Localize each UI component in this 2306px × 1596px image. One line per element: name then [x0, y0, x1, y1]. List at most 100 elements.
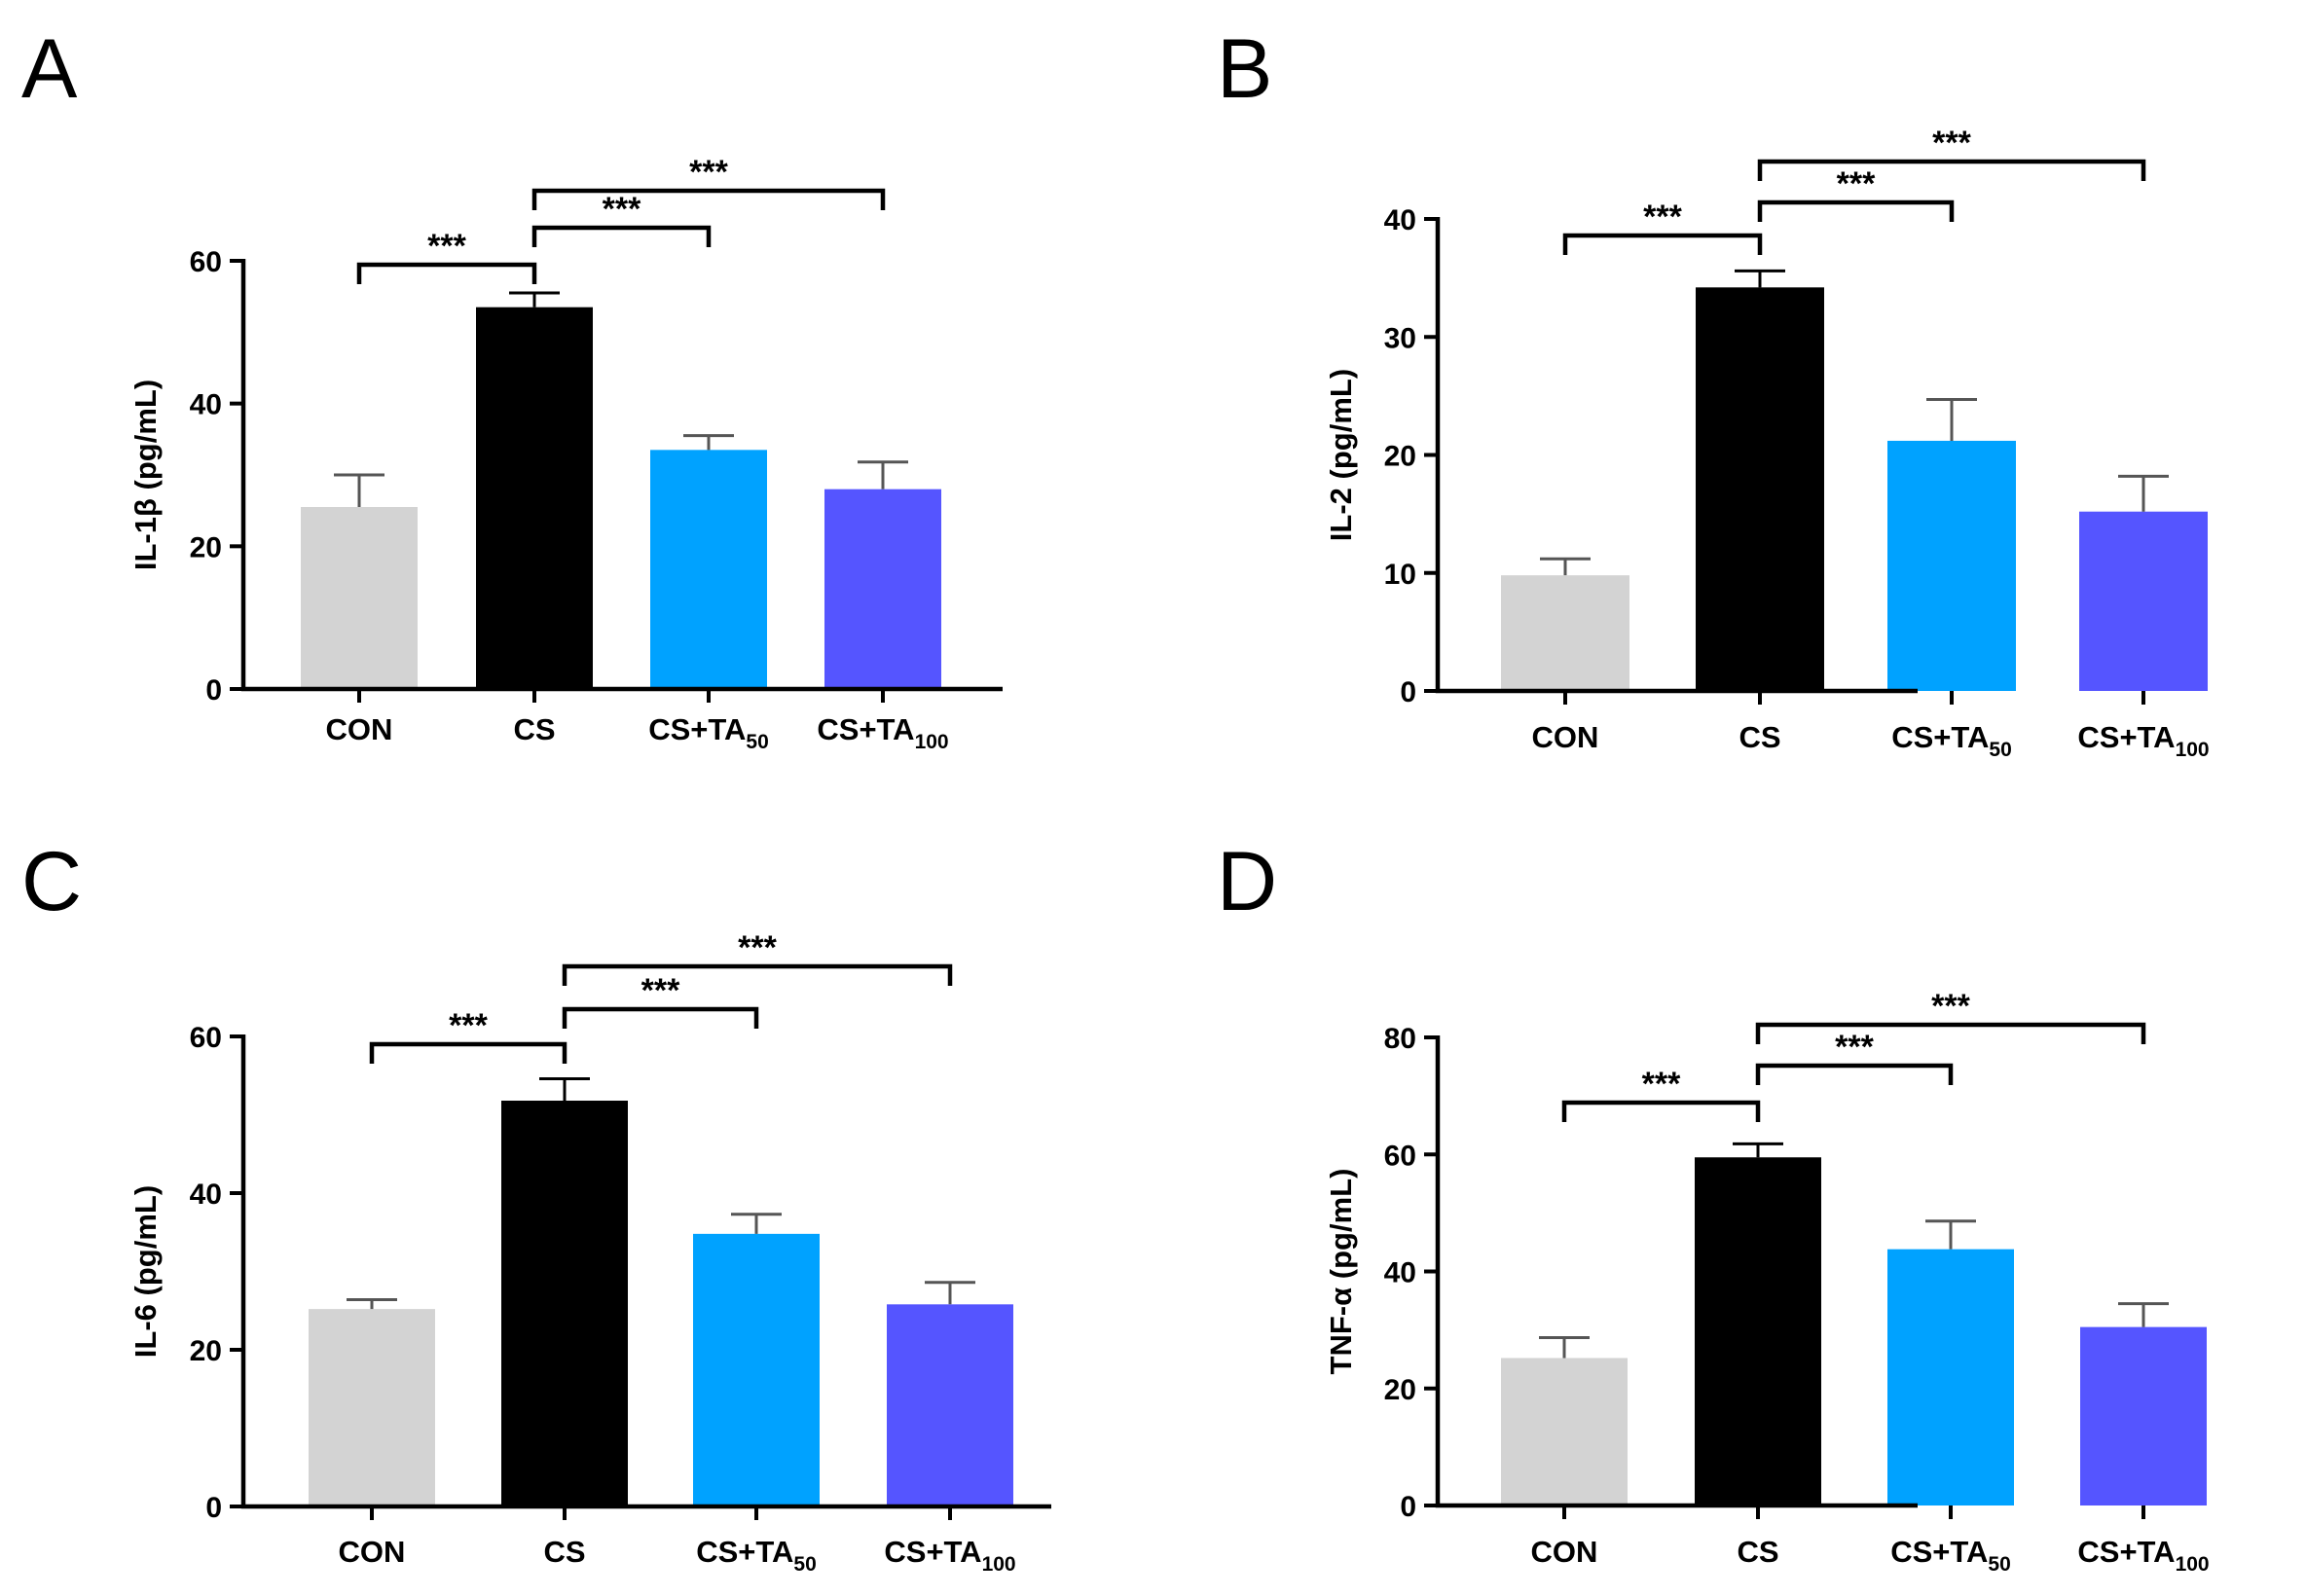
- panel-letter: B: [1217, 22, 1272, 116]
- significance-bracket: [1757, 159, 2146, 181]
- bar-1: [1501, 1358, 1628, 1505]
- significance-bracket: [562, 1006, 759, 1029]
- significance-bracket: [356, 262, 537, 284]
- category-label: CS+TA50: [1890, 1535, 2011, 1576]
- y-tick-label: 20: [190, 1335, 222, 1367]
- y-tick-label: 0: [205, 674, 222, 707]
- y-tick-label: 60: [1384, 1140, 1416, 1172]
- panel-letter: C: [21, 835, 82, 928]
- category-label: CS+TA50: [696, 1535, 817, 1576]
- bar-3: [693, 1233, 820, 1506]
- significance-label: ***: [1931, 988, 1970, 1025]
- category-label: CS+TA100: [817, 712, 948, 753]
- significance-bracket: [531, 188, 886, 210]
- category-label: CS: [1737, 1535, 1778, 1569]
- significance-label: ***: [1932, 125, 1971, 162]
- panel-b: B 0 10 20 30 40 CON CS CS+TA50 CS+TA100 IL-2 (pg/m…: [1217, 22, 2210, 761]
- y-tick-label: 0: [205, 1492, 222, 1524]
- error-bar-2: [539, 1076, 590, 1102]
- y-tick-label: 60: [190, 1022, 222, 1054]
- significance-bracket: [531, 225, 712, 247]
- category-label: CS+TA50: [648, 712, 769, 753]
- significance-label: ***: [1835, 1029, 1874, 1066]
- y-tick-label: 40: [1384, 1257, 1416, 1289]
- y-tick-label: 0: [1400, 1491, 1416, 1523]
- category-label: CS: [1739, 720, 1780, 754]
- significance-bracket: [1561, 1100, 1761, 1122]
- y-tick-label: 20: [1384, 441, 1416, 473]
- category-label: CS+TA100: [2077, 1535, 2209, 1576]
- category-label: CON: [339, 1535, 406, 1569]
- significance-bracket: [1755, 1022, 2146, 1044]
- category-label: CON: [326, 712, 393, 746]
- error-bar-4: [858, 460, 908, 490]
- error-bar-1: [334, 473, 384, 507]
- error-bar-1: [1540, 557, 1591, 576]
- bar-4: [824, 489, 941, 689]
- bar-4: [887, 1304, 1013, 1506]
- category-label: CON: [1532, 720, 1599, 754]
- bar-4: [2079, 511, 2208, 691]
- significance-bracket: [1757, 200, 1955, 222]
- y-tick-label: 60: [190, 246, 222, 278]
- significance-label: ***: [738, 929, 777, 966]
- significance-label: ***: [1643, 199, 1682, 236]
- category-label: CS: [543, 1535, 585, 1569]
- error-bar-4: [925, 1281, 975, 1305]
- y-tick-label: 30: [1384, 322, 1416, 354]
- bar-1: [309, 1309, 435, 1506]
- y-axis-label: IL-2 (pg/mL): [1324, 369, 1358, 541]
- bar-1: [1501, 575, 1629, 691]
- y-tick-label: 40: [190, 1179, 222, 1211]
- error-bar-3: [1926, 398, 1977, 441]
- error-bar-2: [509, 291, 560, 308]
- bar-3: [1887, 1249, 2014, 1505]
- panel-c: C 0 20 40 60 CON CS CS+TA50 CS+TA100 IL-6 (pg/mL)…: [21, 835, 1051, 1576]
- y-tick-label: 10: [1384, 559, 1416, 591]
- panel-a: A 0 20 40 60 CON CS CS+TA50 CS+TA100 IL-1β (pg/mL…: [21, 22, 1003, 753]
- y-axis-label: TNF-α (pg/mL): [1324, 1169, 1358, 1375]
- bar-2: [1695, 1157, 1821, 1505]
- y-tick-label: 20: [1384, 1374, 1416, 1406]
- y-tick-label: 80: [1384, 1023, 1416, 1055]
- category-label: CS+TA100: [884, 1535, 1015, 1576]
- panel-d: D 0 20 40 60 80 CON CS CS+TA50 CS+TA100 TNF-α (pg/…: [1217, 835, 2210, 1576]
- significance-label: ***: [1642, 1066, 1681, 1103]
- error-bar-1: [1539, 1335, 1590, 1359]
- significance-label: ***: [449, 1007, 488, 1044]
- significance-label: ***: [603, 191, 641, 228]
- error-bar-2: [1735, 269, 1785, 288]
- significance-bracket: [562, 963, 953, 986]
- category-label: CS+TA50: [1891, 720, 2012, 761]
- bar-2: [476, 307, 593, 689]
- bar-1: [301, 507, 418, 689]
- bar-4: [2080, 1326, 2207, 1505]
- category-label: CS+TA100: [2077, 720, 2209, 761]
- y-axis-label: IL-6 (pg/mL): [128, 1185, 163, 1358]
- bar-3: [1887, 440, 2016, 691]
- panel-letter: D: [1217, 835, 1277, 928]
- significance-label: ***: [1837, 165, 1876, 202]
- error-bar-3: [683, 434, 734, 451]
- bar-3: [650, 450, 767, 689]
- significance-label: ***: [689, 154, 728, 191]
- y-tick-label: 40: [190, 389, 222, 421]
- significance-label: ***: [641, 972, 680, 1009]
- error-bar-2: [1733, 1142, 1783, 1158]
- y-tick-label: 40: [1384, 204, 1416, 236]
- error-bar-1: [347, 1297, 397, 1310]
- y-tick-label: 0: [1400, 676, 1416, 708]
- error-bar-4: [2118, 474, 2169, 512]
- significance-label: ***: [427, 228, 466, 265]
- significance-bracket: [369, 1041, 567, 1064]
- panel-letter: A: [21, 22, 78, 116]
- category-label: CS: [513, 712, 555, 746]
- error-bar-3: [1925, 1219, 1976, 1250]
- bar-2: [501, 1101, 628, 1506]
- significance-bracket: [1755, 1063, 1954, 1085]
- error-bar-3: [731, 1213, 782, 1234]
- y-axis-label: IL-1β (pg/mL): [128, 380, 163, 570]
- significance-bracket: [1562, 233, 1763, 255]
- category-label: CON: [1531, 1535, 1598, 1569]
